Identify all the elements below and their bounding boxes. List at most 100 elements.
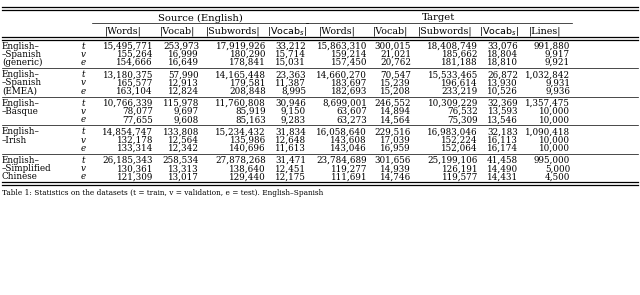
Text: 115,978: 115,978: [163, 99, 199, 108]
Text: t: t: [81, 42, 84, 51]
Text: $|\mathrm{Vocab}_s|$: $|\mathrm{Vocab}_s|$: [267, 24, 307, 37]
Text: 11,613: 11,613: [275, 144, 306, 153]
Text: 12,564: 12,564: [168, 136, 199, 145]
Text: English–: English–: [2, 99, 40, 108]
Text: e: e: [81, 115, 86, 124]
Text: 9,283: 9,283: [281, 115, 306, 124]
Text: 14,165,448: 14,165,448: [215, 70, 266, 79]
Text: 18,804: 18,804: [487, 50, 518, 59]
Text: 179,581: 179,581: [230, 78, 266, 87]
Text: 70,547: 70,547: [380, 70, 411, 79]
Text: 12,824: 12,824: [168, 87, 199, 96]
Text: 12,342: 12,342: [168, 144, 199, 153]
Text: 23,363: 23,363: [275, 70, 306, 79]
Text: 15,239: 15,239: [380, 78, 411, 87]
Text: 258,534: 258,534: [163, 156, 199, 165]
Text: 18,408,749: 18,408,749: [427, 42, 478, 51]
Text: 15,533,465: 15,533,465: [428, 70, 478, 79]
Text: (EMEA): (EMEA): [2, 87, 37, 96]
Text: 14,746: 14,746: [380, 172, 411, 181]
Text: 16,999: 16,999: [168, 50, 199, 59]
Text: |Lines|: |Lines|: [529, 26, 561, 36]
Text: 152,064: 152,064: [442, 144, 478, 153]
Text: 182,693: 182,693: [331, 87, 367, 96]
Text: English–: English–: [2, 156, 40, 165]
Text: 16,649: 16,649: [168, 58, 199, 67]
Text: 23,784,689: 23,784,689: [316, 156, 367, 165]
Text: 991,880: 991,880: [534, 42, 570, 51]
Text: 138,640: 138,640: [229, 164, 266, 173]
Text: Chinese: Chinese: [2, 172, 38, 181]
Text: 14,564: 14,564: [380, 115, 411, 124]
Text: –Simplified: –Simplified: [2, 164, 52, 173]
Text: 32,183: 32,183: [487, 127, 518, 136]
Text: 14,490: 14,490: [487, 164, 518, 173]
Text: 18,810: 18,810: [487, 58, 518, 67]
Text: 229,516: 229,516: [374, 127, 411, 136]
Text: English–: English–: [2, 42, 40, 51]
Text: 9,608: 9,608: [173, 115, 199, 124]
Text: 11,760,808: 11,760,808: [215, 99, 266, 108]
Text: 111,691: 111,691: [330, 172, 367, 181]
Text: 21,021: 21,021: [380, 50, 411, 59]
Text: 16,959: 16,959: [380, 144, 411, 153]
Text: 41,458: 41,458: [487, 156, 518, 165]
Text: 15,495,771: 15,495,771: [102, 42, 153, 51]
Text: 78,077: 78,077: [122, 107, 153, 116]
Text: 133,808: 133,808: [163, 127, 199, 136]
Text: 181,188: 181,188: [442, 58, 478, 67]
Text: 9,150: 9,150: [281, 107, 306, 116]
Text: 8,699,001: 8,699,001: [322, 99, 367, 108]
Text: 10,526: 10,526: [487, 87, 518, 96]
Text: 15,714: 15,714: [275, 50, 306, 59]
Text: 10,000: 10,000: [539, 144, 570, 153]
Text: 75,309: 75,309: [447, 115, 478, 124]
Text: 26,872: 26,872: [487, 70, 518, 79]
Text: 300,015: 300,015: [374, 42, 411, 51]
Text: 246,552: 246,552: [374, 99, 411, 108]
Text: 13,180,375: 13,180,375: [102, 70, 153, 79]
Text: 25,199,106: 25,199,106: [428, 156, 478, 165]
Text: 995,000: 995,000: [534, 156, 570, 165]
Text: 165,577: 165,577: [116, 78, 153, 87]
Text: 5,000: 5,000: [545, 164, 570, 173]
Text: 143,046: 143,046: [330, 144, 367, 153]
Text: 16,058,640: 16,058,640: [316, 127, 367, 136]
Text: English–: English–: [2, 70, 40, 79]
Text: 129,440: 129,440: [229, 172, 266, 181]
Text: 33,076: 33,076: [487, 42, 518, 51]
Text: t: t: [81, 156, 84, 165]
Text: |Subwords|: |Subwords|: [418, 26, 473, 36]
Text: 16,983,046: 16,983,046: [428, 127, 478, 136]
Text: 14,894: 14,894: [380, 107, 411, 116]
Text: 15,234,432: 15,234,432: [216, 127, 266, 136]
Text: English–: English–: [2, 127, 40, 136]
Text: 301,656: 301,656: [374, 156, 411, 165]
Text: 4,500: 4,500: [545, 172, 570, 181]
Text: 13,546: 13,546: [487, 115, 518, 124]
Text: –Spanish: –Spanish: [2, 50, 42, 59]
Text: 154,666: 154,666: [116, 58, 153, 67]
Text: 253,973: 253,973: [163, 42, 199, 51]
Text: 10,000: 10,000: [539, 107, 570, 116]
Text: v: v: [81, 107, 86, 116]
Text: 135,986: 135,986: [230, 136, 266, 145]
Text: 1,357,475: 1,357,475: [525, 99, 570, 108]
Text: Table 1: Statistics on the datasets (t = train, v = validation, e = test). Engli: Table 1: Statistics on the datasets (t =…: [2, 189, 323, 197]
Text: t: t: [81, 70, 84, 79]
Text: 15,863,310: 15,863,310: [317, 42, 367, 51]
Text: 152,224: 152,224: [442, 136, 478, 145]
Text: 140,696: 140,696: [229, 144, 266, 153]
Text: |Vocab|: |Vocab|: [372, 26, 408, 36]
Text: 12,648: 12,648: [275, 136, 306, 145]
Text: 9,917: 9,917: [545, 50, 570, 59]
Text: |Vocab|: |Vocab|: [159, 26, 195, 36]
Text: –Spanish: –Spanish: [2, 78, 42, 87]
Text: 14,854,747: 14,854,747: [102, 127, 153, 136]
Text: 9,931: 9,931: [545, 78, 570, 87]
Text: 119,577: 119,577: [442, 172, 478, 181]
Text: 63,273: 63,273: [336, 115, 367, 124]
Text: $|\mathrm{Vocab}_s|$: $|\mathrm{Vocab}_s|$: [479, 24, 519, 37]
Text: 163,104: 163,104: [116, 87, 153, 96]
Text: 8,995: 8,995: [281, 87, 306, 96]
